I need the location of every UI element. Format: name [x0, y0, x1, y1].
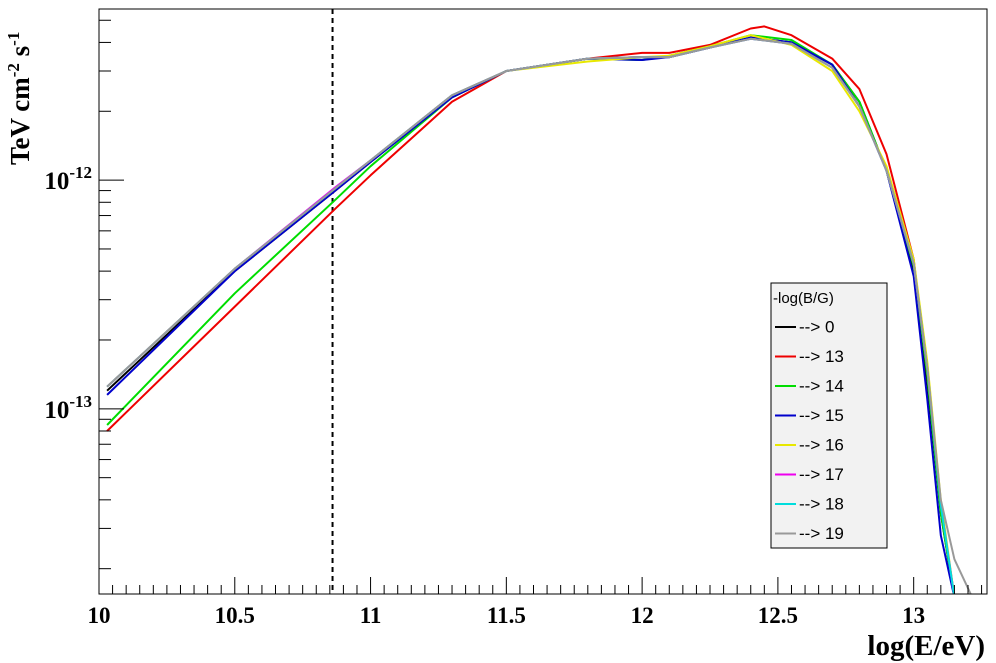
y-tick-label: 10-12 [44, 163, 92, 195]
legend-entries: --> 0 --> 13 --> 14 --> 15 --> 16 --> 17 --> 1… [775, 318, 844, 543]
plot-frame [98, 8, 988, 595]
y-tick-label: 10-13 [44, 392, 92, 424]
x-axis-label: log(E/eV) [867, 630, 985, 662]
legend-entry-label: --> 18 [799, 495, 844, 514]
legend-entry-label: --> 13 [799, 347, 844, 366]
legend-title: -log(B/G) [773, 290, 834, 307]
series-line-7 [106, 37, 972, 594]
x-tick-label: 10 [88, 603, 111, 628]
series-layer [106, 25, 972, 594]
x-tick-label: 11 [360, 603, 382, 628]
legend-entry-label: --> 14 [799, 377, 844, 396]
x-tick-label: 11.5 [487, 603, 526, 628]
legend-entry-label: --> 0 [799, 318, 834, 337]
x-tick-label: 10.5 [215, 603, 255, 628]
y-axis-label: TeV cm-2 s-1 [4, 32, 35, 165]
legend: -log(B/G) --> 0--> 13--> 14--> 15--> 16-… [770, 282, 888, 549]
axis-layer: 10 10.5 11 11.5 12 12.5 13 10-13 10-12 [44, 19, 983, 628]
legend-entry-label: --> 19 [799, 524, 844, 543]
legend-entry-label: --> 15 [799, 406, 844, 425]
legend-entry-label: --> 17 [799, 465, 844, 484]
x-tick-label: 12 [631, 603, 654, 628]
x-tick-label: 13 [902, 603, 925, 628]
legend-entry-label: --> 16 [799, 436, 844, 455]
x-tick-label: 12.5 [758, 603, 798, 628]
